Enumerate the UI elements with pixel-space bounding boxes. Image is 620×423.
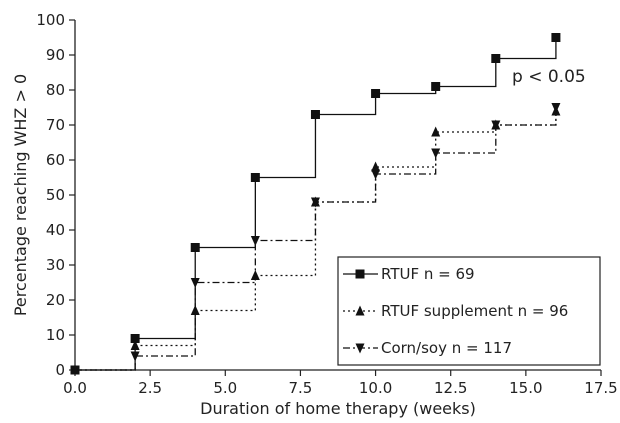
y-tick-label: 10 [46, 326, 65, 344]
legend-item: RTUF supplement n = 96 [343, 302, 568, 320]
data-point [190, 278, 200, 288]
data-point [70, 365, 80, 376]
data-point [130, 334, 140, 343]
y-tick-label: 60 [46, 151, 65, 169]
data-point [190, 243, 200, 252]
legend-item: Corn/soy n = 117 [343, 339, 512, 357]
data-point [250, 236, 260, 246]
data-point [431, 126, 441, 137]
y-tick-label: 90 [46, 46, 65, 64]
y-tick-label: 50 [46, 186, 65, 204]
y-tick-label: 80 [46, 81, 65, 99]
x-tick-label: 2.5 [138, 379, 162, 397]
legend-label: RTUF n = 69 [381, 265, 475, 283]
data-point [250, 173, 260, 182]
series-layer [70, 33, 561, 376]
data-point [551, 103, 561, 113]
x-tick-label: 12.5 [434, 379, 467, 397]
series-3 [70, 103, 561, 376]
axes: 0 10 20 30 40 50 60 70 80 90 100 0.0 2.5 5.0 7.5 10.0 12… [36, 11, 617, 397]
x-tick-label: 7.5 [288, 379, 312, 397]
data-point [371, 89, 381, 98]
data-point [551, 33, 561, 42]
data-point [310, 110, 320, 119]
legend-label: Corn/soy n = 117 [381, 339, 512, 357]
data-point [491, 54, 501, 63]
y-tick-label: 100 [36, 11, 65, 29]
y-tick-label: 30 [46, 256, 65, 274]
data-point [491, 120, 501, 131]
legend-label: RTUF supplement n = 96 [381, 302, 568, 320]
y-tick-label: 40 [46, 221, 65, 239]
data-point [130, 340, 140, 350]
legend-marker [355, 269, 365, 279]
x-tick-label: 10.0 [359, 379, 392, 397]
data-point [371, 169, 381, 180]
x-tick-label: 0.0 [63, 379, 87, 397]
data-point [431, 148, 441, 159]
legend-marker [355, 343, 365, 354]
y-tick-label: 20 [46, 291, 65, 309]
data-point [431, 82, 441, 91]
x-tick-label: 5.0 [213, 379, 237, 397]
data-point [371, 161, 381, 172]
data-point [310, 197, 320, 208]
x-axis-label: Duration of home therapy (weeks) [200, 399, 476, 418]
y-tick-label: 70 [46, 116, 65, 134]
legend-item: RTUF n = 69 [343, 265, 475, 283]
p-value-annotation: p < 0.05 [512, 67, 586, 87]
x-tick-label: 15.0 [509, 379, 542, 397]
data-point [130, 351, 140, 362]
legend-marker [355, 305, 365, 316]
y-tick-label: 0 [55, 361, 65, 379]
legend-box [337, 256, 601, 366]
legend: RTUF n = 69 RTUF supplement n = 96 Corn/so… [337, 256, 601, 366]
x-tick-label: 17.5 [584, 379, 617, 397]
y-axis-label: Percentage reaching WHZ > 0 [11, 74, 30, 316]
